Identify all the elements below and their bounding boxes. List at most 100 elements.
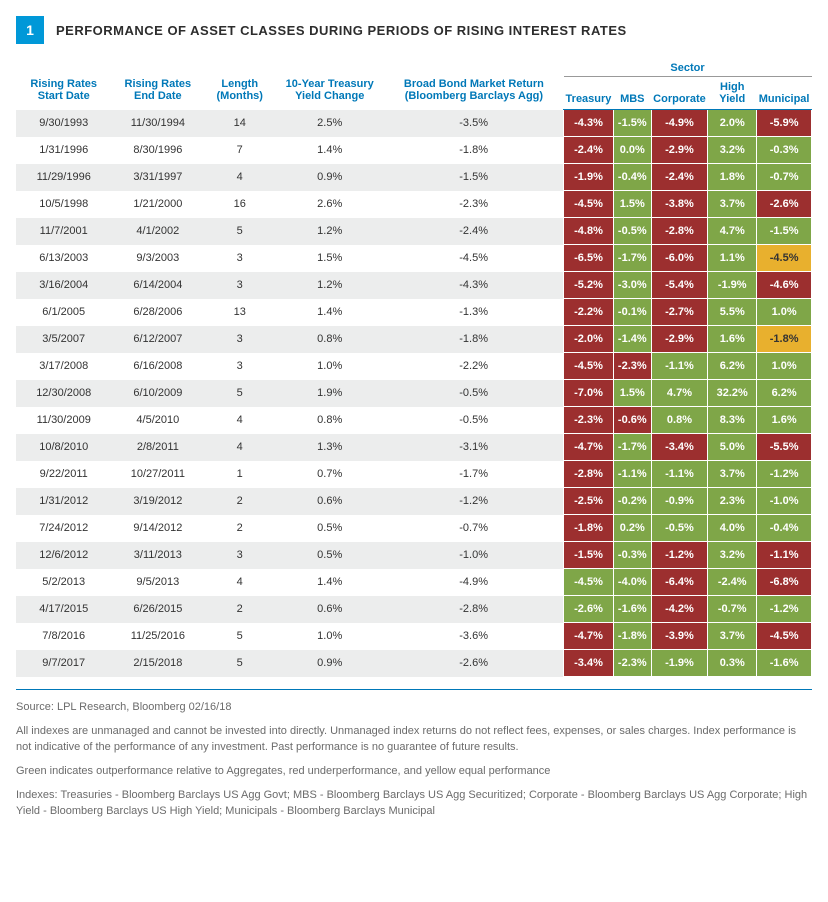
cell-br: -1.8%: [384, 326, 563, 353]
sector-cell: 8.3%: [708, 407, 757, 434]
table-body: 9/30/199311/30/1994142.5%-3.5%-4.3%-1.5%…: [16, 110, 812, 677]
sector-cell: -6.4%: [651, 569, 708, 596]
cell-br: -1.8%: [384, 137, 563, 164]
cell-br: -3.6%: [384, 623, 563, 650]
cell-br: -4.5%: [384, 245, 563, 272]
sector-cell: -0.4%: [757, 515, 812, 542]
sector-cell: -1.2%: [651, 542, 708, 569]
cell-start: 3/16/2004: [16, 272, 111, 299]
sector-cell: 0.8%: [651, 407, 708, 434]
cell-start: 7/8/2016: [16, 623, 111, 650]
sector-cell: 1.5%: [613, 191, 651, 218]
cell-br: -4.3%: [384, 272, 563, 299]
cell-yc: 1.4%: [275, 299, 384, 326]
col-yield-change: 10-Year Treasury Yield Change: [275, 58, 384, 110]
cell-br: -2.8%: [384, 596, 563, 623]
sector-cell: -2.6%: [564, 596, 614, 623]
sector-cell: 5.0%: [708, 434, 757, 461]
cell-yc: 1.0%: [275, 353, 384, 380]
sector-cell: -3.4%: [651, 434, 708, 461]
cell-end: 8/30/1996: [111, 137, 204, 164]
sector-cell: -6.5%: [564, 245, 614, 272]
cell-len: 5: [204, 623, 275, 650]
sector-cell: -4.5%: [564, 569, 614, 596]
cell-start: 10/5/1998: [16, 191, 111, 218]
cell-yc: 0.9%: [275, 164, 384, 191]
cell-len: 1: [204, 461, 275, 488]
cell-end: 4/5/2010: [111, 407, 204, 434]
cell-br: -1.2%: [384, 488, 563, 515]
sector-cell: -5.2%: [564, 272, 614, 299]
figure-number-box: 1: [16, 16, 44, 44]
cell-start: 3/5/2007: [16, 326, 111, 353]
cell-start: 6/13/2003: [16, 245, 111, 272]
cell-len: 3: [204, 353, 275, 380]
table-row: 11/30/20094/5/201040.8%-0.5%-2.3%-0.6%0.…: [16, 407, 812, 434]
cell-len: 14: [204, 110, 275, 137]
table-row: 5/2/20139/5/201341.4%-4.9%-4.5%-4.0%-6.4…: [16, 569, 812, 596]
sector-cell: -1.8%: [757, 326, 812, 353]
sector-cell: -2.8%: [651, 218, 708, 245]
cell-yc: 0.9%: [275, 650, 384, 677]
sector-cell: -2.9%: [651, 137, 708, 164]
sector-cell: 3.7%: [708, 461, 757, 488]
cell-start: 11/30/2009: [16, 407, 111, 434]
figure-title: PERFORMANCE OF ASSET CLASSES DURING PERI…: [56, 23, 627, 38]
sector-cell: -6.0%: [651, 245, 708, 272]
sector-cell: -2.7%: [651, 299, 708, 326]
cell-start: 10/8/2010: [16, 434, 111, 461]
cell-yc: 0.5%: [275, 515, 384, 542]
sector-cell: -2.0%: [564, 326, 614, 353]
cell-end: 3/19/2012: [111, 488, 204, 515]
col-length: Length (Months): [204, 58, 275, 110]
cell-yc: 2.6%: [275, 191, 384, 218]
table-row: 3/16/20046/14/200431.2%-4.3%-5.2%-3.0%-5…: [16, 272, 812, 299]
cell-start: 11/7/2001: [16, 218, 111, 245]
sector-cell: 0.3%: [708, 650, 757, 677]
table-row: 10/5/19981/21/2000162.6%-2.3%-4.5%1.5%-3…: [16, 191, 812, 218]
cell-end: 6/10/2009: [111, 380, 204, 407]
sector-cell: -4.3%: [564, 110, 614, 137]
cell-br: -3.1%: [384, 434, 563, 461]
cell-yc: 1.9%: [275, 380, 384, 407]
sector-cell: 1.1%: [708, 245, 757, 272]
sector-cell: -4.5%: [564, 191, 614, 218]
sector-cell: 4.7%: [708, 218, 757, 245]
cell-yc: 2.5%: [275, 110, 384, 137]
sector-cell: -0.9%: [651, 488, 708, 515]
sector-cell: -2.9%: [651, 326, 708, 353]
table-row: 12/6/20123/11/201330.5%-1.0%-1.5%-0.3%-1…: [16, 542, 812, 569]
cell-end: 2/15/2018: [111, 650, 204, 677]
sector-cell: -1.9%: [564, 164, 614, 191]
cell-br: -1.3%: [384, 299, 563, 326]
performance-table: Rising Rates Start Date Rising Rates End…: [16, 58, 812, 677]
table-row: 9/30/199311/30/1994142.5%-3.5%-4.3%-1.5%…: [16, 110, 812, 137]
sector-cell: -1.1%: [651, 461, 708, 488]
sector-cell: -4.0%: [613, 569, 651, 596]
cell-br: -2.3%: [384, 191, 563, 218]
footnote-disclaimer: All indexes are unmanaged and cannot be …: [16, 724, 812, 756]
sector-cell: -0.2%: [613, 488, 651, 515]
sector-cell: 2.3%: [708, 488, 757, 515]
sector-cell: 3.7%: [708, 623, 757, 650]
col-treasury: Treasury: [564, 77, 614, 110]
cell-len: 5: [204, 380, 275, 407]
table-row: 4/17/20156/26/201520.6%-2.8%-2.6%-1.6%-4…: [16, 596, 812, 623]
sector-cell: -1.8%: [564, 515, 614, 542]
sector-cell: -2.6%: [757, 191, 812, 218]
cell-len: 4: [204, 164, 275, 191]
sector-cell: -1.1%: [613, 461, 651, 488]
sector-cell: -2.4%: [708, 569, 757, 596]
table-row: 9/22/201110/27/201110.7%-1.7%-2.8%-1.1%-…: [16, 461, 812, 488]
sector-cell: 1.0%: [757, 353, 812, 380]
cell-len: 4: [204, 434, 275, 461]
table-row: 9/7/20172/15/201850.9%-2.6%-3.4%-2.3%-1.…: [16, 650, 812, 677]
table-row: 7/8/201611/25/201651.0%-3.6%-4.7%-1.8%-3…: [16, 623, 812, 650]
cell-yc: 0.5%: [275, 542, 384, 569]
table-header: Rising Rates Start Date Rising Rates End…: [16, 58, 812, 110]
col-high-yield: High Yield: [708, 77, 757, 110]
cell-end: 6/14/2004: [111, 272, 204, 299]
table-row: 3/17/20086/16/200831.0%-2.2%-4.5%-2.3%-1…: [16, 353, 812, 380]
sector-cell: -1.6%: [757, 650, 812, 677]
table-row: 12/30/20086/10/200951.9%-0.5%-7.0%1.5%4.…: [16, 380, 812, 407]
